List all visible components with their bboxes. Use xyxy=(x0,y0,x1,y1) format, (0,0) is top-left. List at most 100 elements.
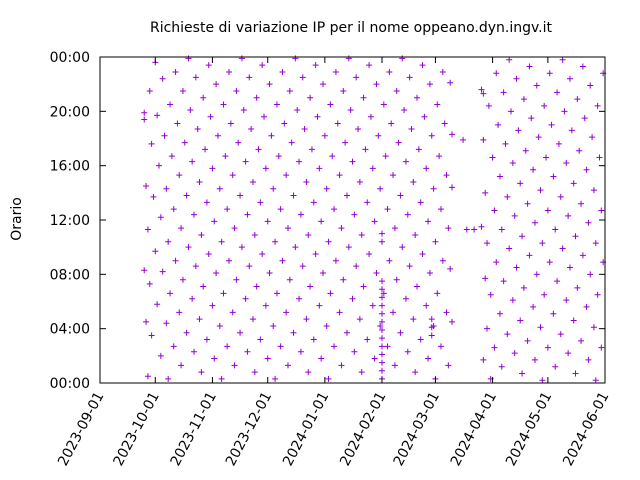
data-point xyxy=(439,257,446,264)
data-point xyxy=(146,87,153,94)
data-point xyxy=(143,318,150,325)
data-point xyxy=(345,244,352,251)
data-point xyxy=(554,89,561,96)
data-point xyxy=(338,225,345,232)
x-tick-label: 2024-02-01 xyxy=(337,389,389,468)
data-point xyxy=(286,276,293,283)
data-point xyxy=(347,106,354,113)
data-point xyxy=(439,68,446,75)
y-tick-label: 00:00 xyxy=(50,376,90,392)
data-point xyxy=(237,329,244,336)
data-point xyxy=(308,146,315,153)
data-point xyxy=(163,320,170,327)
data-point xyxy=(526,252,533,259)
data-point xyxy=(167,101,174,108)
data-point xyxy=(480,136,487,143)
data-point xyxy=(303,178,310,185)
data-point xyxy=(249,316,256,323)
data-point xyxy=(369,302,376,309)
data-point xyxy=(541,291,548,298)
data-point xyxy=(332,68,339,75)
data-point xyxy=(487,291,494,298)
data-point xyxy=(559,245,566,252)
data-point xyxy=(430,185,437,192)
data-point xyxy=(229,172,236,179)
data-point xyxy=(378,302,385,309)
data-point xyxy=(168,153,175,160)
data-point xyxy=(395,139,402,146)
data-point xyxy=(362,146,369,153)
data-point xyxy=(360,94,367,101)
data-point xyxy=(530,166,537,173)
data-point xyxy=(498,363,505,370)
data-point xyxy=(399,55,406,62)
data-point xyxy=(378,286,385,293)
data-point xyxy=(373,269,380,276)
y-tick-label: 04:00 xyxy=(50,322,90,338)
data-point xyxy=(402,158,409,165)
data-point xyxy=(216,322,223,329)
data-point xyxy=(382,153,389,160)
data-point xyxy=(183,329,190,336)
data-point xyxy=(585,219,592,226)
data-point xyxy=(552,363,559,370)
data-point xyxy=(500,89,507,96)
data-point xyxy=(421,113,428,120)
data-point xyxy=(356,178,363,185)
data-point xyxy=(216,185,223,192)
data-point xyxy=(393,87,400,94)
data-point xyxy=(373,81,380,88)
data-point xyxy=(524,337,531,344)
data-point xyxy=(445,362,452,369)
data-point xyxy=(157,352,164,359)
data-point xyxy=(496,173,503,180)
data-point xyxy=(578,337,585,344)
data-point xyxy=(410,316,417,323)
data-point xyxy=(378,327,385,334)
data-point xyxy=(576,147,583,154)
data-point xyxy=(196,178,203,185)
data-point xyxy=(480,356,487,363)
data-point xyxy=(187,106,194,113)
data-point xyxy=(320,81,327,88)
data-point xyxy=(509,297,516,304)
data-point xyxy=(198,231,205,238)
data-point xyxy=(449,184,456,191)
data-point xyxy=(303,316,310,323)
x-tick-label: 2024-04-01 xyxy=(448,389,500,468)
data-point xyxy=(391,362,398,369)
data-point xyxy=(426,81,433,88)
data-point xyxy=(378,230,385,237)
data-point xyxy=(165,238,172,245)
data-point xyxy=(148,332,155,339)
data-point xyxy=(290,192,297,199)
data-point xyxy=(277,206,284,213)
data-point xyxy=(517,317,524,324)
data-point xyxy=(594,102,601,109)
data-point xyxy=(343,192,350,199)
data-point xyxy=(430,322,437,329)
data-point xyxy=(563,297,570,304)
data-point xyxy=(299,74,306,81)
data-point xyxy=(587,82,594,89)
data-point xyxy=(530,303,537,310)
data-point xyxy=(209,302,216,309)
data-point xyxy=(211,355,218,362)
data-point xyxy=(509,159,516,166)
data-point xyxy=(364,336,371,343)
data-point xyxy=(493,70,500,77)
data-point xyxy=(414,283,421,290)
data-point xyxy=(264,218,271,225)
data-point xyxy=(178,225,185,232)
data-point xyxy=(301,125,308,132)
data-point xyxy=(563,159,570,166)
data-point xyxy=(498,226,505,233)
data-point xyxy=(321,132,328,139)
data-point xyxy=(552,226,559,233)
data-point xyxy=(397,192,404,199)
data-point xyxy=(198,369,205,376)
data-point xyxy=(266,81,273,88)
data-point xyxy=(340,87,347,94)
data-point xyxy=(203,199,210,206)
data-point xyxy=(331,343,338,350)
